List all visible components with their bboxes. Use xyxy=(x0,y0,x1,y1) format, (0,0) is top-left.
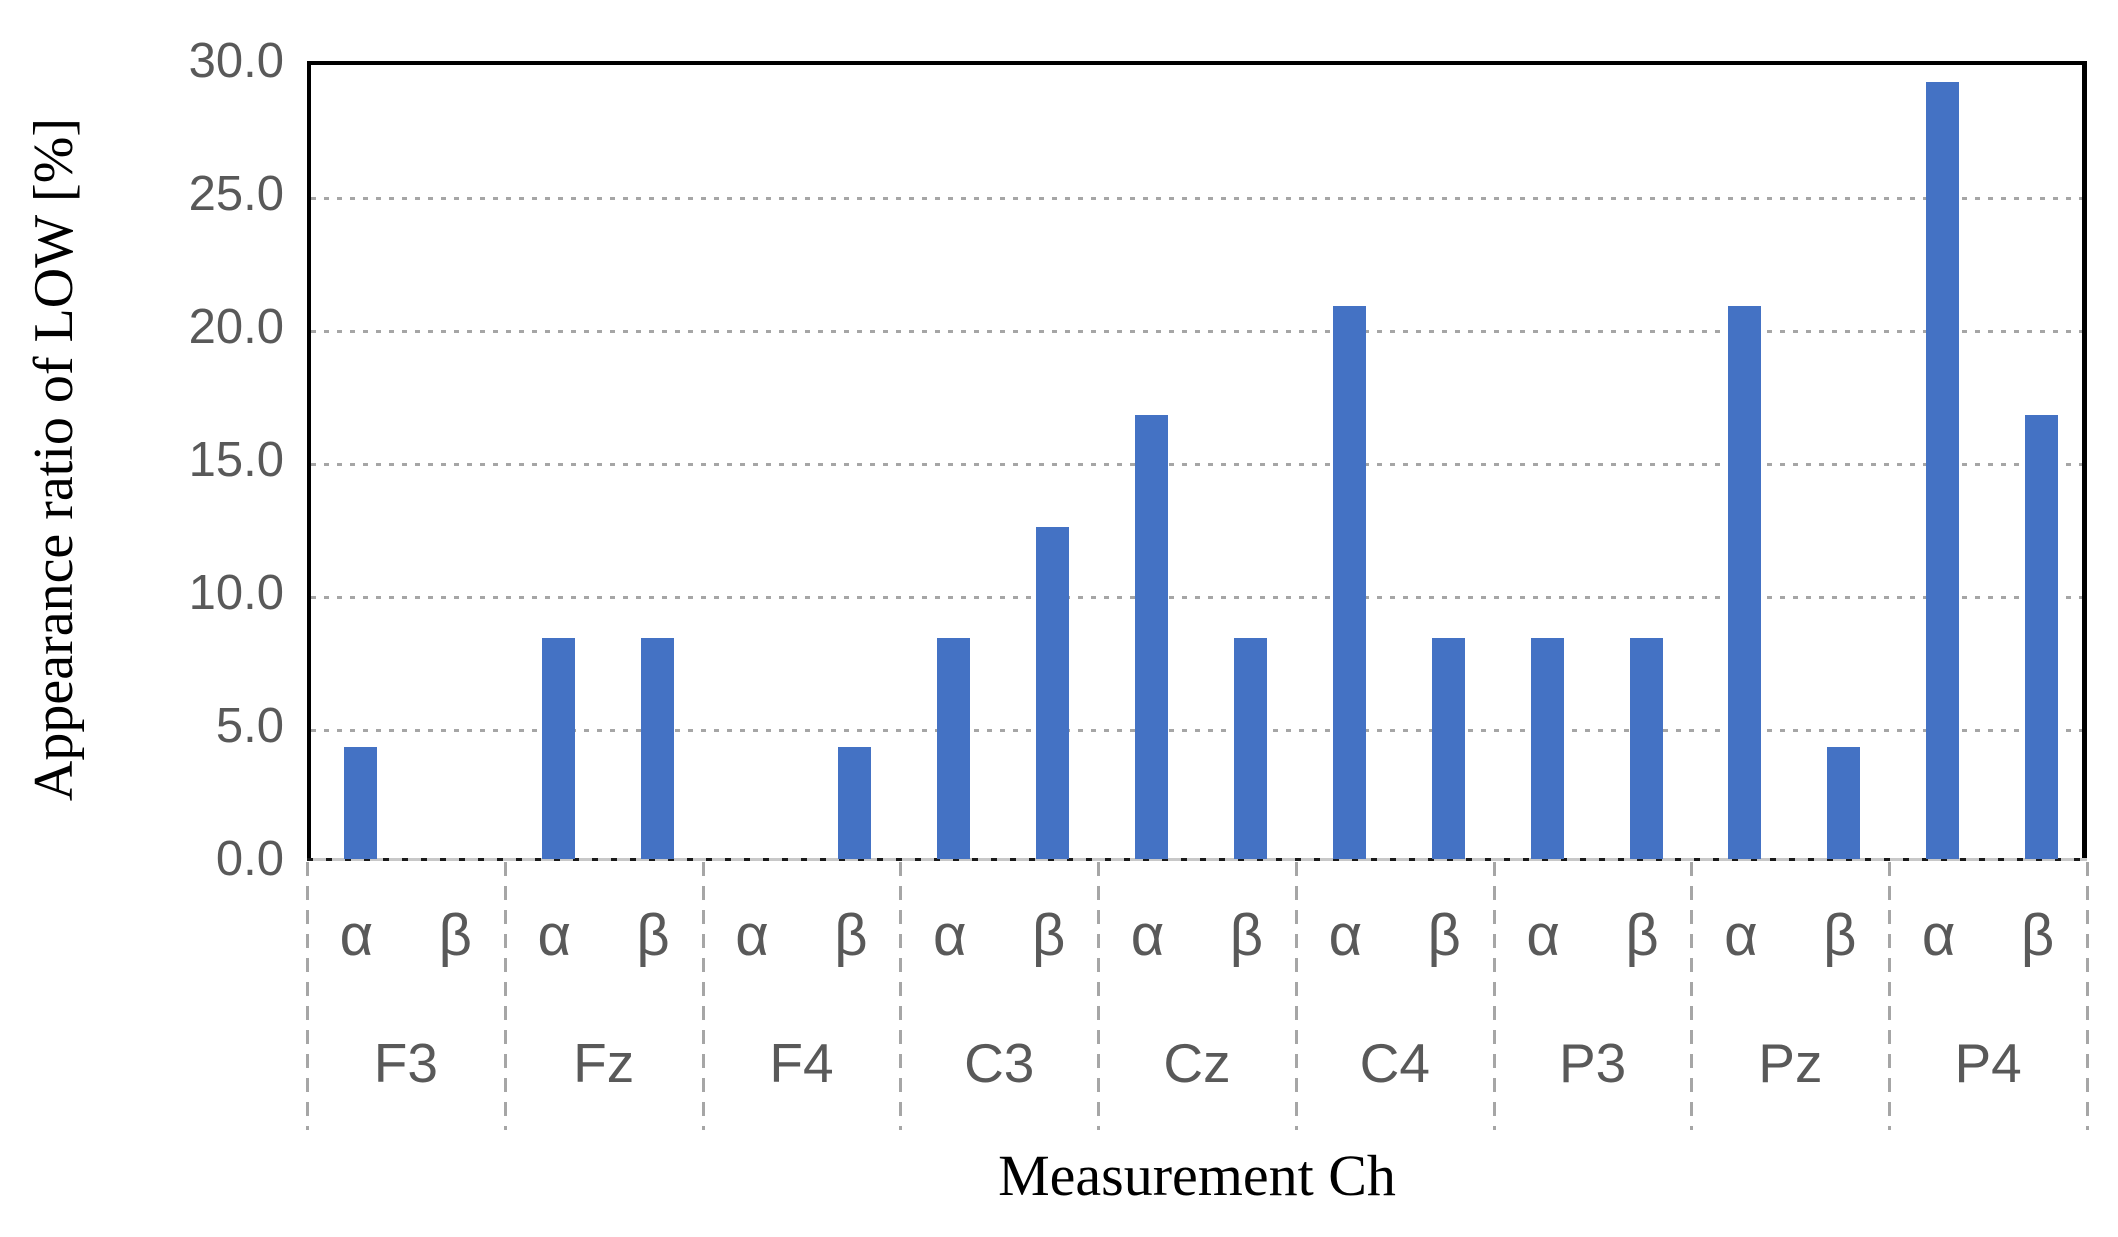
band-label-P3-alpha: α xyxy=(1526,902,1560,968)
bar-P3-alpha xyxy=(1530,638,1564,859)
y-tick-label-10.0: 10.0 xyxy=(188,566,284,620)
bar-Cz-beta xyxy=(1233,638,1267,859)
channel-label-F4: F4 xyxy=(769,1032,834,1094)
bar-C3-beta xyxy=(1036,526,1070,859)
band-label-P3-beta: β xyxy=(1625,902,1659,968)
group-separator xyxy=(1690,862,1694,1130)
band-label-F4-beta: β xyxy=(834,902,868,968)
y-tick-label-0.0: 0.0 xyxy=(215,832,284,886)
gridline-20 xyxy=(311,329,2082,333)
y-tick-label-15.0: 15.0 xyxy=(188,433,284,487)
bar-Pz-alpha xyxy=(1728,305,1762,859)
x-group-C3: α β C3 xyxy=(899,862,1098,1130)
plot-area xyxy=(307,61,2087,861)
group-separator xyxy=(503,862,507,1130)
x-group-P4: α β P4 xyxy=(1888,862,2090,1130)
gridline-25 xyxy=(311,196,2082,200)
bar-P3-beta xyxy=(1629,638,1663,859)
x-axis-zero-line xyxy=(307,858,2087,861)
gridline-10 xyxy=(311,595,2082,599)
channel-label-F3: F3 xyxy=(373,1032,438,1094)
x-axis-category-labels: α β F3 α β Fz α β F4 α β C3 α β Cz α β C4 α β P3 α β Pz α β P4 xyxy=(306,862,2090,1130)
band-label-C3-beta: β xyxy=(1031,902,1066,968)
band-label-C3-alpha: α xyxy=(933,902,967,968)
bar-F4-beta xyxy=(838,747,872,859)
group-separator xyxy=(1492,862,1496,1130)
x-group-Cz: α β Cz xyxy=(1097,862,1296,1130)
group-separator xyxy=(701,862,705,1130)
gridline-5 xyxy=(311,728,2082,732)
bar-C4-beta xyxy=(1431,638,1465,859)
band-label-P4-alpha: α xyxy=(1921,902,1956,968)
x-group-C4: α β C4 xyxy=(1294,862,1494,1130)
band-label-Cz-beta: β xyxy=(1229,902,1264,968)
band-label-F4-alpha: α xyxy=(735,902,769,968)
x-group-F4: α β F4 xyxy=(701,862,901,1130)
band-label-C4-alpha: α xyxy=(1328,902,1363,968)
bar-P4-alpha xyxy=(1926,82,1960,859)
bar-F3-alpha xyxy=(343,747,377,859)
channel-label-P3: P3 xyxy=(1558,1032,1627,1094)
bar-Pz-beta xyxy=(1827,747,1861,859)
channel-label-Cz: Cz xyxy=(1163,1032,1231,1094)
channel-label-C3: C3 xyxy=(964,1032,1035,1094)
x-group-Pz: α β Pz xyxy=(1690,862,1889,1130)
gridline-15 xyxy=(311,462,2082,466)
x-group-F3: α β F3 xyxy=(306,862,505,1130)
band-label-Fz-alpha: α xyxy=(537,902,571,968)
channel-label-P4: P4 xyxy=(1954,1032,2022,1094)
x-group-Fz: α β Fz xyxy=(503,862,703,1130)
group-separator xyxy=(1888,862,1892,1130)
bar-C4-alpha xyxy=(1332,305,1366,859)
bar-Cz-alpha xyxy=(1135,414,1169,859)
channel-label-Pz: Pz xyxy=(1758,1032,1823,1094)
bar-C3-alpha xyxy=(937,638,971,859)
channel-label-C4: C4 xyxy=(1359,1032,1430,1094)
band-label-Cz-alpha: α xyxy=(1130,902,1165,968)
band-label-C4-beta: β xyxy=(1427,902,1461,968)
group-separator xyxy=(899,862,903,1130)
y-tick-label-25.0: 25.0 xyxy=(188,167,284,221)
bar-P4-beta xyxy=(2025,414,2059,859)
channel-label-Fz: Fz xyxy=(573,1032,635,1094)
x-axis-title: Measurement Ch xyxy=(998,1143,1396,1208)
band-label-F3-alpha: α xyxy=(339,902,374,968)
group-separator xyxy=(1294,862,1298,1130)
group-separator xyxy=(2086,862,2090,1130)
x-group-P3: α β P3 xyxy=(1492,862,1692,1130)
bar-Fz-beta xyxy=(640,638,674,859)
bar-Fz-alpha xyxy=(541,638,575,859)
band-label-F3-beta: β xyxy=(438,902,473,968)
group-separator xyxy=(1097,862,1101,1130)
band-label-Pz-alpha: α xyxy=(1724,902,1758,968)
y-tick-label-5.0: 5.0 xyxy=(215,699,284,753)
y-tick-label-30.0: 30.0 xyxy=(188,34,284,88)
band-label-Pz-beta: β xyxy=(1823,902,1857,968)
y-tick-label-20.0: 20.0 xyxy=(188,300,284,354)
group-separator xyxy=(306,862,309,1130)
band-label-P4-beta: β xyxy=(2020,902,2055,968)
band-label-Fz-beta: β xyxy=(636,902,670,968)
